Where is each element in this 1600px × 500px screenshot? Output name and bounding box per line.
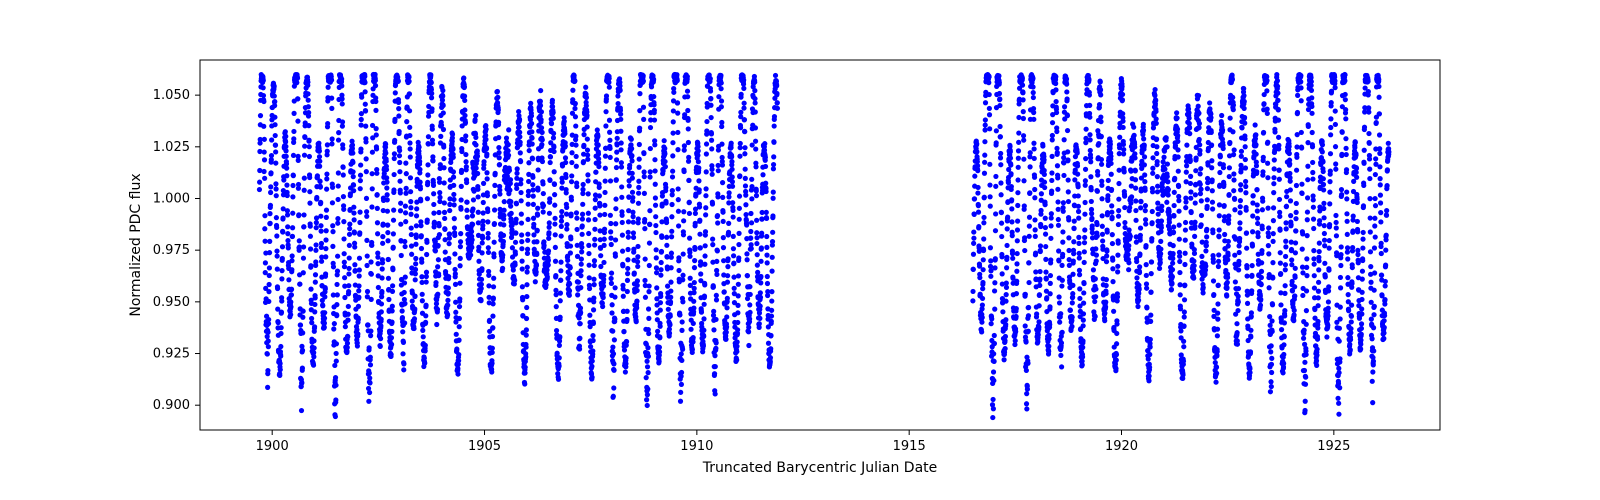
- x-tick-label: 1905: [468, 439, 501, 454]
- y-tick-label: 1.025: [153, 140, 190, 155]
- y-tick-label: 0.900: [153, 398, 190, 413]
- y-tick-label: 1.050: [153, 88, 190, 103]
- x-tick-label: 1925: [1317, 439, 1350, 454]
- x-axis-label: Truncated Barycentric Julian Date: [702, 460, 938, 476]
- y-tick-label: 0.925: [153, 347, 190, 362]
- x-tick-label: 1915: [893, 439, 926, 454]
- lightcurve-chart: 1900 1905 1910 1915 1920 1925 0.900 0.925 0.950 0…: [0, 0, 1600, 500]
- y-axis-label: Normalized PDC flux: [128, 173, 144, 316]
- x-tick-label: 1900: [256, 439, 289, 454]
- x-tick-label: 1920: [1105, 439, 1138, 454]
- y-tick-label: 0.975: [153, 243, 190, 258]
- y-tick-label: 1.000: [153, 191, 190, 206]
- y-tick-label: 0.950: [153, 295, 190, 310]
- x-tick-label: 1910: [680, 439, 713, 454]
